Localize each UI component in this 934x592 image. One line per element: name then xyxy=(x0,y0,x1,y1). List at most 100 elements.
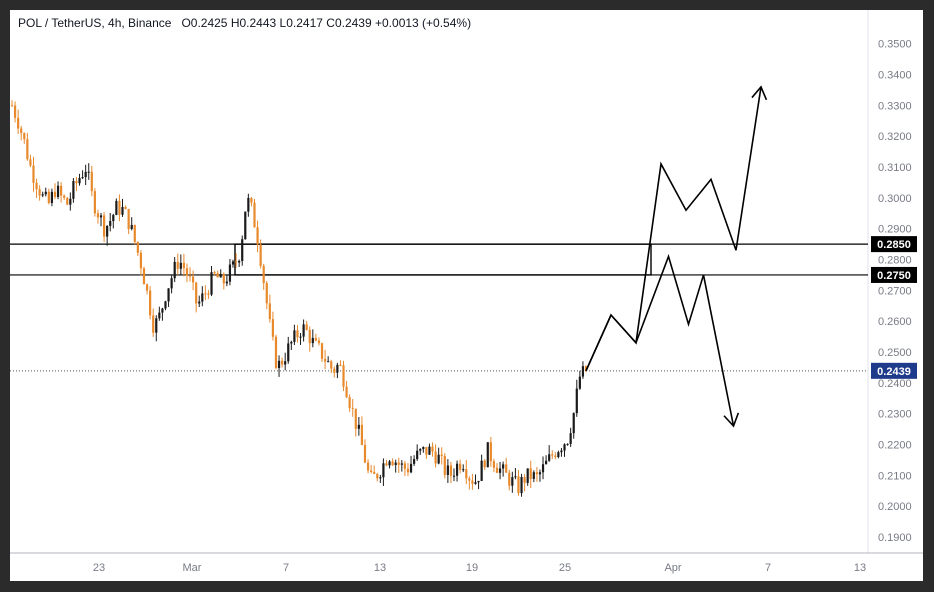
candle-body xyxy=(66,197,69,205)
candle-body xyxy=(351,407,354,409)
candle-body xyxy=(47,191,50,203)
candle-body xyxy=(422,447,425,450)
candle-body xyxy=(281,360,284,365)
candle-body xyxy=(560,450,563,453)
candle-body xyxy=(35,182,38,190)
x-tick-label: 13 xyxy=(854,562,866,574)
candle-body xyxy=(486,442,489,468)
candle-body xyxy=(69,198,72,205)
x-tick-label: 13 xyxy=(374,562,386,574)
candle-body xyxy=(385,463,388,466)
candle-body xyxy=(17,117,20,129)
candle-body xyxy=(541,464,545,473)
low-value: 0.2417 xyxy=(286,16,323,30)
candle-body xyxy=(363,444,367,463)
y-tick-label: 0.2400 xyxy=(878,378,912,390)
candle-body xyxy=(29,159,32,166)
candle-body xyxy=(234,261,238,263)
candle-body xyxy=(210,272,213,295)
y-tick-label: 0.3000 xyxy=(878,193,912,205)
candle-body xyxy=(492,461,496,468)
candle-body xyxy=(241,239,244,262)
candle-body xyxy=(373,472,376,474)
y-tick-label: 0.2700 xyxy=(878,285,912,297)
candle-body xyxy=(44,191,47,195)
symbol-legend: POL / TetherUS, 4h, Binance O0.2425 H0.2… xyxy=(18,16,471,30)
candle-body xyxy=(348,397,351,408)
candle-body xyxy=(207,293,210,295)
candle-body xyxy=(345,386,348,398)
y-tick-label: 0.1900 xyxy=(878,532,912,544)
candle-body xyxy=(253,202,256,228)
candle-body xyxy=(483,460,486,468)
candle-body xyxy=(238,261,241,263)
price-chart[interactable]: 0.3500 0.3400 0.3300 0.3200 0.3100 0.3000 0.29… xyxy=(10,10,923,581)
chart-area[interactable]: POL / TetherUS, 4h, Binance O0.2425 H0.2… xyxy=(10,10,923,581)
x-tick-label: 25 xyxy=(559,562,571,574)
candle-body xyxy=(185,268,189,276)
candle-body xyxy=(139,252,143,269)
price-level-label: 0.2850 xyxy=(877,239,911,251)
candle-body xyxy=(400,463,403,465)
candle-body xyxy=(330,361,333,369)
candle-body xyxy=(508,472,511,486)
candle-body xyxy=(569,433,572,444)
candle-body xyxy=(360,424,364,445)
candle-body xyxy=(333,368,336,373)
y-tick-label: 0.3300 xyxy=(878,100,912,112)
bullish-projection-arrow[interactable] xyxy=(585,86,762,372)
candle-body xyxy=(127,209,130,230)
candle-body xyxy=(41,194,44,196)
candle-body xyxy=(188,275,192,277)
zone-rectangle[interactable] xyxy=(234,243,652,276)
symbol-name: POL / TetherUS, 4h, Binance xyxy=(18,16,172,30)
candle-body xyxy=(449,465,453,476)
candle-body xyxy=(477,480,480,483)
candle-body xyxy=(149,290,152,316)
candle-body xyxy=(201,293,204,302)
candle-body xyxy=(308,329,311,344)
candle-body xyxy=(462,469,465,471)
candle-body xyxy=(167,288,170,302)
y-tick-label: 0.2800 xyxy=(878,255,912,267)
candle-body xyxy=(130,224,133,230)
candle-body xyxy=(468,478,471,481)
candle-body xyxy=(26,139,29,160)
candle-body xyxy=(471,480,474,484)
close-label: C xyxy=(326,16,335,30)
candle-body xyxy=(10,105,14,107)
candle-body xyxy=(13,105,17,118)
candle-body xyxy=(244,211,247,240)
y-tick-label: 0.2500 xyxy=(878,347,912,359)
low-label: L xyxy=(279,16,287,30)
candle-body xyxy=(397,462,400,465)
candle-body xyxy=(366,462,370,471)
x-tick-label: Apr xyxy=(664,562,681,574)
candle-body xyxy=(20,128,23,134)
candle-body xyxy=(544,460,548,465)
candle-body xyxy=(532,472,535,479)
candle-body xyxy=(219,274,222,278)
bearish-projection-arrow[interactable] xyxy=(585,253,735,427)
candle-body xyxy=(327,361,330,363)
candle-body xyxy=(563,444,566,451)
candle-body xyxy=(268,303,271,320)
open-label: O xyxy=(181,16,191,30)
candle-body xyxy=(38,189,41,196)
candle-body xyxy=(109,221,112,226)
candle-body xyxy=(459,463,462,470)
candle-body xyxy=(173,261,176,279)
candle-body xyxy=(121,206,124,215)
candle-body xyxy=(158,312,161,319)
candle-body xyxy=(498,468,502,473)
candle-body xyxy=(431,446,434,452)
candle-body xyxy=(354,408,357,429)
candle-body xyxy=(296,330,299,338)
candle-body xyxy=(523,477,526,483)
candle-body xyxy=(551,454,554,456)
candle-body xyxy=(578,376,581,389)
candle-body xyxy=(434,451,437,464)
candle-body xyxy=(124,206,127,210)
candle-body xyxy=(145,284,149,291)
